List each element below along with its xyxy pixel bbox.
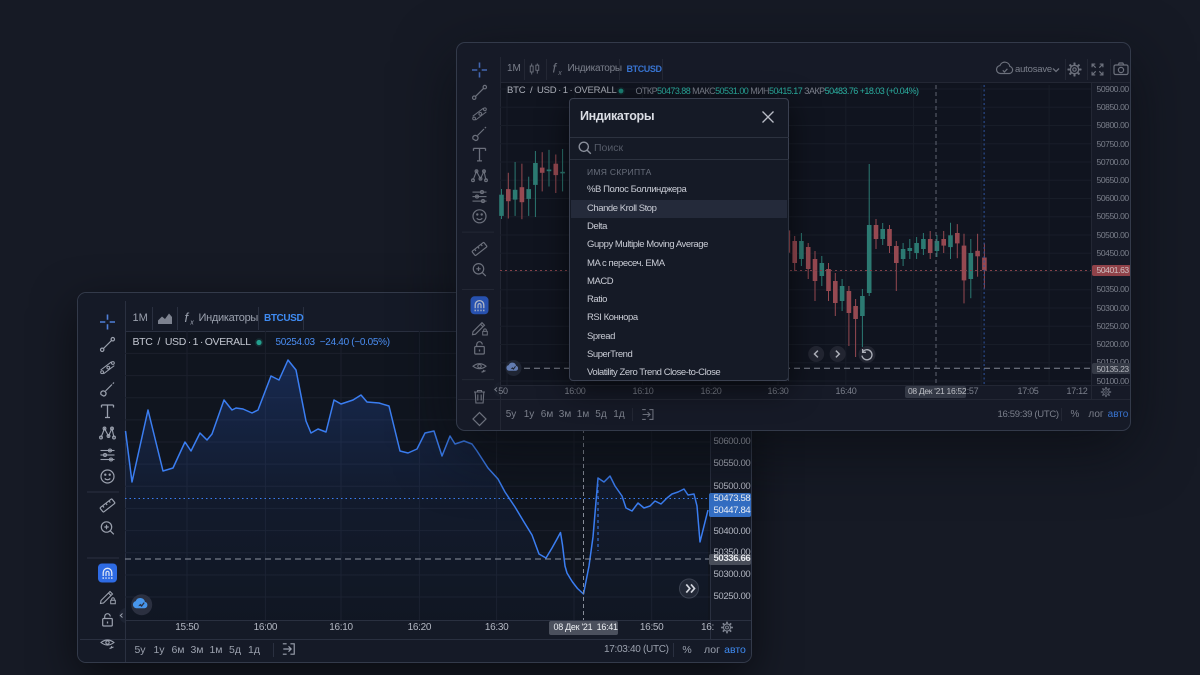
svg-text:x: x [189,320,194,327]
svg-text:f: f [185,310,190,325]
svg-text:x: x [557,70,562,77]
svg-text:f: f [553,61,558,76]
